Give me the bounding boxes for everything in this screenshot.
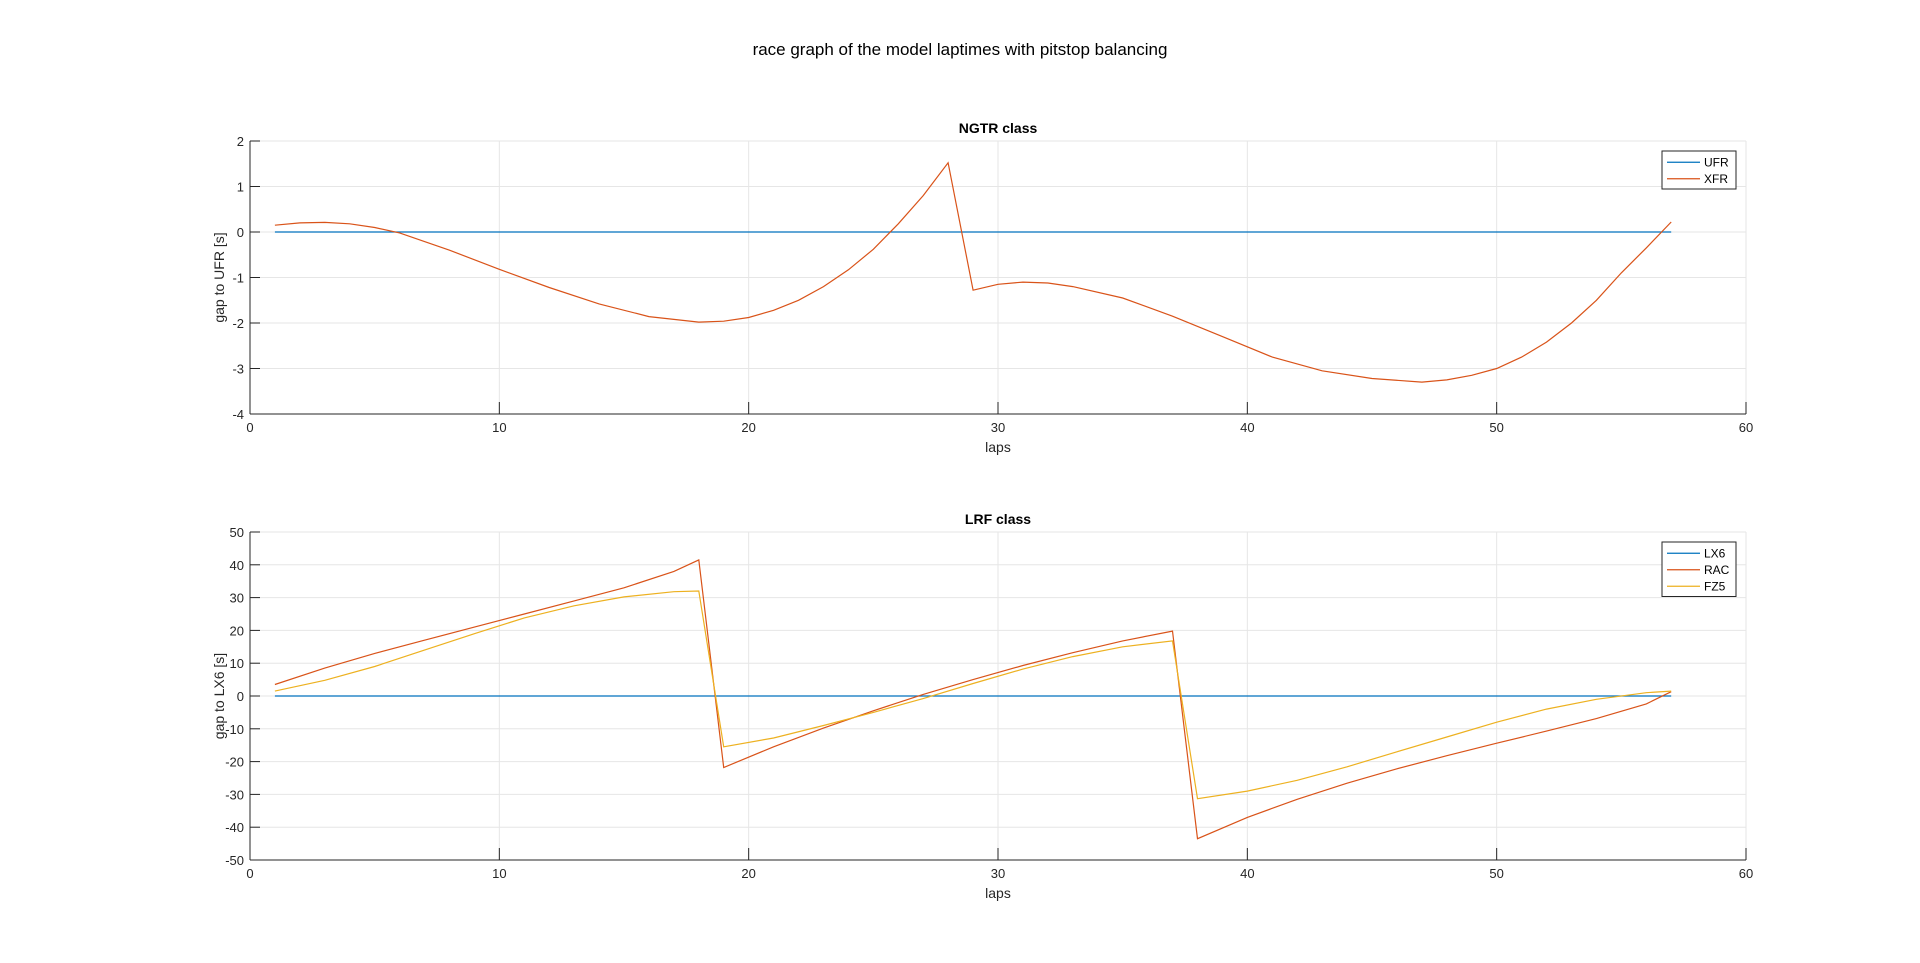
y-tick-label: -2 [232, 316, 244, 331]
legend-label: UFR [1704, 155, 1729, 169]
x-tick-label: 10 [492, 420, 506, 435]
legend-box [1661, 150, 1737, 190]
x-tick-label: 0 [246, 420, 253, 435]
y-tick-label: -30 [225, 787, 244, 802]
legend: UFR XFR [1661, 150, 1737, 190]
x-tick-label: 30 [991, 866, 1005, 881]
x-tick-label: 30 [991, 420, 1005, 435]
x-tick-label: 60 [1739, 420, 1753, 435]
y-axis-label: gap to UFR [s] [211, 232, 227, 322]
series-line-fz5 [274, 590, 1672, 800]
x-tick-label: 0 [246, 866, 253, 881]
x-axis-label: laps [985, 439, 1011, 455]
x-axis-label: laps [985, 885, 1011, 901]
y-tick-label: -10 [225, 722, 244, 737]
y-tick-label: -20 [225, 755, 244, 770]
x-tick-label: 20 [741, 866, 755, 881]
subplot-title: LRF class [965, 511, 1031, 527]
y-tick-label: 2 [237, 134, 244, 149]
y-tick-label: 40 [230, 558, 244, 573]
x-tick-label: 50 [1489, 866, 1503, 881]
y-tick-label: -40 [225, 820, 244, 835]
legend-label: RAC [1704, 563, 1730, 577]
y-tick-label: 10 [230, 656, 244, 671]
x-tick-label: 40 [1240, 866, 1254, 881]
x-tick-label: 40 [1240, 420, 1254, 435]
y-tick-label: 30 [230, 591, 244, 606]
legend-label: LX6 [1704, 546, 1726, 560]
figure-suptitle: race graph of the model laptimes with pi… [753, 40, 1168, 59]
y-tick-label: -4 [232, 407, 244, 422]
y-tick-label: 50 [230, 525, 244, 540]
y-tick-label: 0 [237, 225, 244, 240]
y-tick-label: 1 [237, 180, 244, 195]
y-tick-label: -1 [232, 271, 244, 286]
legend-label: XFR [1704, 172, 1728, 186]
subplot-2: 0 10 20 30 40 50 60 50 40 30 20 10 0 -10 -20 -30 -40 -50 L… [211, 511, 1753, 901]
x-tick-label: 60 [1739, 866, 1753, 881]
legend: LX6 RAC FZ5 [1661, 541, 1737, 597]
x-tick-label: 50 [1489, 420, 1503, 435]
y-tick-label: -3 [232, 362, 244, 377]
x-tick-label: 20 [741, 420, 755, 435]
legend-label: FZ5 [1704, 579, 1726, 593]
y-tick-label: 0 [237, 689, 244, 704]
series-line-xfr [274, 161, 1672, 383]
series-line-rac [274, 559, 1672, 840]
subplot-title: NGTR class [959, 120, 1038, 136]
y-tick-label: 20 [230, 623, 244, 638]
y-tick-label: -50 [225, 853, 244, 868]
y-axis-label: gap to LX6 [s] [211, 653, 227, 739]
x-tick-label: 10 [492, 866, 506, 881]
